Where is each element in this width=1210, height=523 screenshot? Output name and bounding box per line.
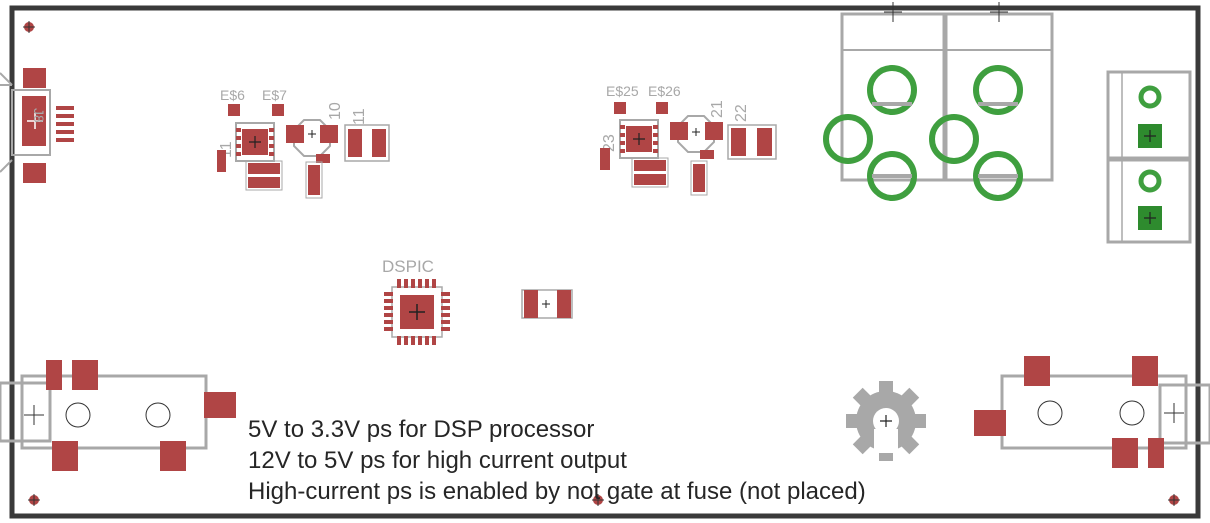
battery-holder-left bbox=[0, 360, 236, 471]
regulator-cluster-1: E$6 E$7 11 10 11 bbox=[217, 87, 390, 199]
corner-marker-mid bbox=[592, 494, 604, 506]
note-line-1: 5V to 3.3V ps for DSP processor bbox=[248, 416, 594, 443]
label-dspic: DSPIC bbox=[382, 257, 434, 276]
label-e6: E$6 bbox=[220, 87, 245, 103]
left-connector-label: J8 bbox=[31, 108, 47, 123]
left-connector: J8 bbox=[0, 68, 74, 183]
board-edge bbox=[9, 5, 1201, 519]
smd-part bbox=[521, 289, 573, 319]
capacitor-block bbox=[823, 2, 1054, 201]
label-c23: 23 bbox=[601, 134, 618, 152]
label-e25: E$25 bbox=[606, 83, 639, 99]
note-line-2: 12V to 5V ps for high current output bbox=[248, 447, 627, 474]
open-hardware-gear-icon bbox=[846, 381, 926, 461]
label-c21: 21 bbox=[709, 100, 726, 118]
regulator-cluster-2: E$25 E$26 23 21 22 bbox=[600, 83, 777, 196]
battery-holder-right bbox=[974, 356, 1210, 468]
label-c22: 22 bbox=[733, 104, 750, 122]
corner-marker-br bbox=[1168, 494, 1180, 506]
corner-marker-bl bbox=[28, 494, 40, 506]
screw-terminal bbox=[1106, 70, 1192, 244]
label-e26: E$26 bbox=[648, 83, 681, 99]
dspic-chip: DSPIC bbox=[382, 257, 450, 345]
label-c11b: 11 bbox=[351, 108, 368, 125]
label-e7: E$7 bbox=[262, 87, 287, 103]
label-c10: 10 bbox=[327, 102, 344, 120]
note-line-3: High-current ps is enabled by not gate a… bbox=[248, 478, 866, 505]
corner-marker-tl bbox=[23, 21, 35, 33]
